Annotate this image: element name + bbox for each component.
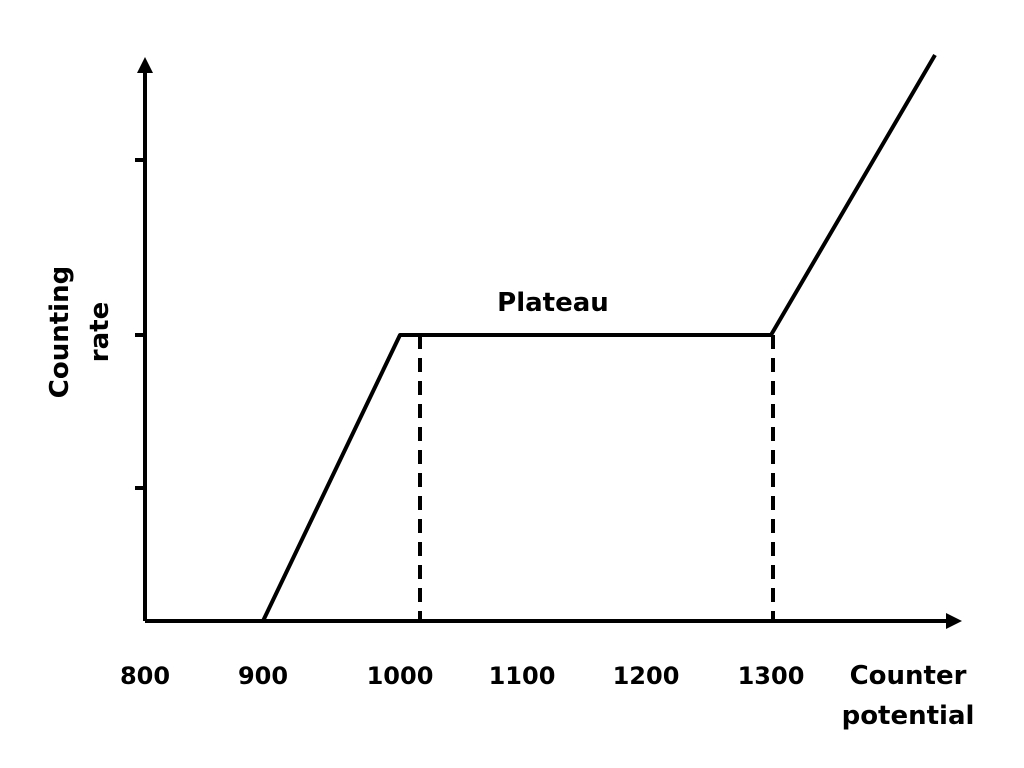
x-axis-label-line1: Counter — [850, 661, 967, 691]
counting-rate-curve — [261, 53, 937, 622]
x-axis-arrowhead — [946, 613, 962, 629]
x-tick-label-800: 800 — [120, 662, 170, 690]
x-tick-label-1000: 1000 — [367, 662, 434, 690]
axes — [137, 57, 962, 629]
series-layer — [261, 53, 937, 622]
y-axis-arrowhead — [137, 57, 153, 73]
x-tick-label-1100: 1100 — [489, 662, 556, 690]
y-ticks — [135, 158, 145, 490]
x-tick-label-1200: 1200 — [613, 662, 680, 690]
x-tick-label-1300: 1300 — [738, 662, 805, 690]
labels-layer: Counting rate Counter potential Plateau — [45, 266, 974, 731]
y-axis-label-line2: rate — [85, 302, 115, 362]
plateau-annotation: Plateau — [497, 288, 609, 318]
x-axis-label-line2: potential — [842, 701, 975, 731]
plateau-boundaries — [418, 335, 775, 621]
x-tick-labels: 800 900 1000 1100 1200 1300 — [120, 662, 804, 690]
x-tick-label-900: 900 — [238, 662, 288, 690]
y-axis-label-line1: Counting — [45, 266, 75, 398]
